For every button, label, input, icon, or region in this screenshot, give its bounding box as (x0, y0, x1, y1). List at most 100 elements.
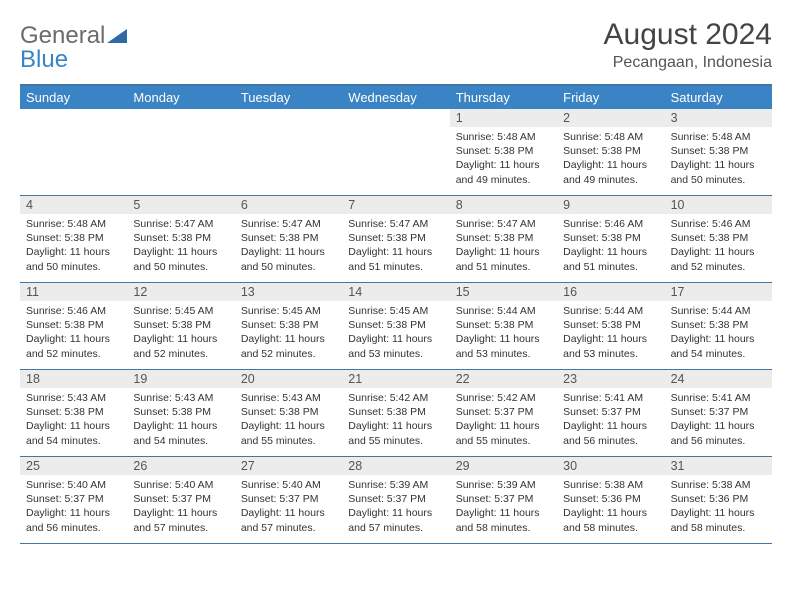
day-number: 12 (127, 283, 234, 301)
calendar-week: 11Sunrise: 5:46 AMSunset: 5:38 PMDayligh… (20, 283, 772, 370)
day-details: Sunrise: 5:44 AMSunset: 5:38 PMDaylight:… (665, 301, 772, 365)
day-number: 23 (557, 370, 664, 388)
day-details: Sunrise: 5:46 AMSunset: 5:38 PMDaylight:… (557, 214, 664, 278)
day-number: 24 (665, 370, 772, 388)
day-details: Sunrise: 5:45 AMSunset: 5:38 PMDaylight:… (342, 301, 449, 365)
logo-general: General (20, 22, 105, 49)
calendar-cell: 16Sunrise: 5:44 AMSunset: 5:38 PMDayligh… (557, 283, 664, 369)
title-block: August 2024 Pecangaan, Indonesia (604, 18, 772, 72)
day-details: Sunrise: 5:45 AMSunset: 5:38 PMDaylight:… (127, 301, 234, 365)
day-details: Sunrise: 5:47 AMSunset: 5:38 PMDaylight:… (450, 214, 557, 278)
day-number: 6 (235, 196, 342, 214)
day-details: Sunrise: 5:44 AMSunset: 5:38 PMDaylight:… (557, 301, 664, 365)
day-details: Sunrise: 5:40 AMSunset: 5:37 PMDaylight:… (20, 475, 127, 539)
calendar-cell: 21Sunrise: 5:42 AMSunset: 5:38 PMDayligh… (342, 370, 449, 456)
day-details: Sunrise: 5:48 AMSunset: 5:38 PMDaylight:… (20, 214, 127, 278)
day-number: 21 (342, 370, 449, 388)
day-details: Sunrise: 5:41 AMSunset: 5:37 PMDaylight:… (557, 388, 664, 452)
calendar-cell: 5Sunrise: 5:47 AMSunset: 5:38 PMDaylight… (127, 196, 234, 282)
day-details: Sunrise: 5:38 AMSunset: 5:36 PMDaylight:… (665, 475, 772, 539)
calendar-cell-empty (127, 109, 234, 195)
calendar-cell-empty (342, 109, 449, 195)
day-details: Sunrise: 5:45 AMSunset: 5:38 PMDaylight:… (235, 301, 342, 365)
day-number: 2 (557, 109, 664, 127)
day-details: Sunrise: 5:47 AMSunset: 5:38 PMDaylight:… (235, 214, 342, 278)
calendar-week: 1Sunrise: 5:48 AMSunset: 5:38 PMDaylight… (20, 109, 772, 196)
calendar-cell: 26Sunrise: 5:40 AMSunset: 5:37 PMDayligh… (127, 457, 234, 543)
day-details: Sunrise: 5:43 AMSunset: 5:38 PMDaylight:… (127, 388, 234, 452)
weekday-header: Tuesday (235, 86, 342, 109)
day-number: 29 (450, 457, 557, 475)
calendar-weeks: 1Sunrise: 5:48 AMSunset: 5:38 PMDaylight… (20, 109, 772, 544)
day-number: 25 (20, 457, 127, 475)
calendar-cell: 6Sunrise: 5:47 AMSunset: 5:38 PMDaylight… (235, 196, 342, 282)
day-details: Sunrise: 5:47 AMSunset: 5:38 PMDaylight:… (127, 214, 234, 278)
weekday-header: Monday (127, 86, 234, 109)
logo-triangle-icon (107, 30, 127, 47)
calendar-cell: 17Sunrise: 5:44 AMSunset: 5:38 PMDayligh… (665, 283, 772, 369)
calendar-cell: 25Sunrise: 5:40 AMSunset: 5:37 PMDayligh… (20, 457, 127, 543)
calendar-week: 4Sunrise: 5:48 AMSunset: 5:38 PMDaylight… (20, 196, 772, 283)
calendar-cell: 27Sunrise: 5:40 AMSunset: 5:37 PMDayligh… (235, 457, 342, 543)
calendar-cell: 8Sunrise: 5:47 AMSunset: 5:38 PMDaylight… (450, 196, 557, 282)
day-number: 19 (127, 370, 234, 388)
day-number: 27 (235, 457, 342, 475)
day-details: Sunrise: 5:43 AMSunset: 5:38 PMDaylight:… (20, 388, 127, 452)
calendar-week: 25Sunrise: 5:40 AMSunset: 5:37 PMDayligh… (20, 457, 772, 544)
day-number: 14 (342, 283, 449, 301)
weekday-header: Wednesday (342, 86, 449, 109)
day-number: 11 (20, 283, 127, 301)
calendar-cell: 12Sunrise: 5:45 AMSunset: 5:38 PMDayligh… (127, 283, 234, 369)
calendar-cell: 4Sunrise: 5:48 AMSunset: 5:38 PMDaylight… (20, 196, 127, 282)
day-number: 10 (665, 196, 772, 214)
day-details: Sunrise: 5:42 AMSunset: 5:38 PMDaylight:… (342, 388, 449, 452)
calendar-cell: 13Sunrise: 5:45 AMSunset: 5:38 PMDayligh… (235, 283, 342, 369)
day-details: Sunrise: 5:39 AMSunset: 5:37 PMDaylight:… (450, 475, 557, 539)
day-number: 13 (235, 283, 342, 301)
calendar-cell: 11Sunrise: 5:46 AMSunset: 5:38 PMDayligh… (20, 283, 127, 369)
day-number: 7 (342, 196, 449, 214)
weekday-header: Thursday (450, 86, 557, 109)
calendar-cell-empty (20, 109, 127, 195)
day-number: 18 (20, 370, 127, 388)
day-details: Sunrise: 5:48 AMSunset: 5:38 PMDaylight:… (450, 127, 557, 191)
calendar-cell: 22Sunrise: 5:42 AMSunset: 5:37 PMDayligh… (450, 370, 557, 456)
calendar-cell: 31Sunrise: 5:38 AMSunset: 5:36 PMDayligh… (665, 457, 772, 543)
day-number: 5 (127, 196, 234, 214)
day-details: Sunrise: 5:47 AMSunset: 5:38 PMDaylight:… (342, 214, 449, 278)
calendar-cell: 9Sunrise: 5:46 AMSunset: 5:38 PMDaylight… (557, 196, 664, 282)
calendar-cell: 10Sunrise: 5:46 AMSunset: 5:38 PMDayligh… (665, 196, 772, 282)
day-number: 8 (450, 196, 557, 214)
day-details: Sunrise: 5:38 AMSunset: 5:36 PMDaylight:… (557, 475, 664, 539)
calendar-cell-empty (235, 109, 342, 195)
day-number: 31 (665, 457, 772, 475)
day-number: 20 (235, 370, 342, 388)
logo-text-block: General Blue (20, 24, 127, 72)
day-details: Sunrise: 5:40 AMSunset: 5:37 PMDaylight:… (127, 475, 234, 539)
calendar-title: August 2024 (604, 18, 772, 52)
day-number: 16 (557, 283, 664, 301)
day-details: Sunrise: 5:39 AMSunset: 5:37 PMDaylight:… (342, 475, 449, 539)
calendar-subtitle: Pecangaan, Indonesia (604, 54, 772, 72)
calendar-cell: 3Sunrise: 5:48 AMSunset: 5:38 PMDaylight… (665, 109, 772, 195)
day-number: 9 (557, 196, 664, 214)
page-header: General Blue August 2024 Pecangaan, Indo… (20, 18, 772, 72)
calendar-cell: 20Sunrise: 5:43 AMSunset: 5:38 PMDayligh… (235, 370, 342, 456)
day-details: Sunrise: 5:48 AMSunset: 5:38 PMDaylight:… (665, 127, 772, 191)
day-number: 4 (20, 196, 127, 214)
day-number: 17 (665, 283, 772, 301)
calendar-cell: 19Sunrise: 5:43 AMSunset: 5:38 PMDayligh… (127, 370, 234, 456)
brand-logo: General Blue (20, 18, 127, 72)
day-number: 22 (450, 370, 557, 388)
calendar-cell: 24Sunrise: 5:41 AMSunset: 5:37 PMDayligh… (665, 370, 772, 456)
calendar: Sunday Monday Tuesday Wednesday Thursday… (20, 84, 772, 544)
logo-blue: Blue (20, 46, 68, 73)
day-details: Sunrise: 5:40 AMSunset: 5:37 PMDaylight:… (235, 475, 342, 539)
day-details: Sunrise: 5:48 AMSunset: 5:38 PMDaylight:… (557, 127, 664, 191)
day-details: Sunrise: 5:41 AMSunset: 5:37 PMDaylight:… (665, 388, 772, 452)
calendar-cell: 15Sunrise: 5:44 AMSunset: 5:38 PMDayligh… (450, 283, 557, 369)
day-number: 26 (127, 457, 234, 475)
day-details: Sunrise: 5:42 AMSunset: 5:37 PMDaylight:… (450, 388, 557, 452)
day-number: 3 (665, 109, 772, 127)
calendar-cell: 29Sunrise: 5:39 AMSunset: 5:37 PMDayligh… (450, 457, 557, 543)
